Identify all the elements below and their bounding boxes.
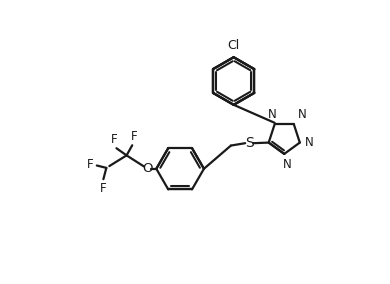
Text: S: S [245,136,254,150]
Text: F: F [111,133,117,147]
Text: N: N [268,108,277,121]
Text: N: N [305,136,314,149]
Text: F: F [131,130,137,143]
Text: O: O [142,162,152,175]
Text: N: N [283,158,292,171]
Text: F: F [87,158,94,172]
Text: Cl: Cl [227,39,240,52]
Text: N: N [298,108,307,121]
Text: F: F [100,182,107,195]
